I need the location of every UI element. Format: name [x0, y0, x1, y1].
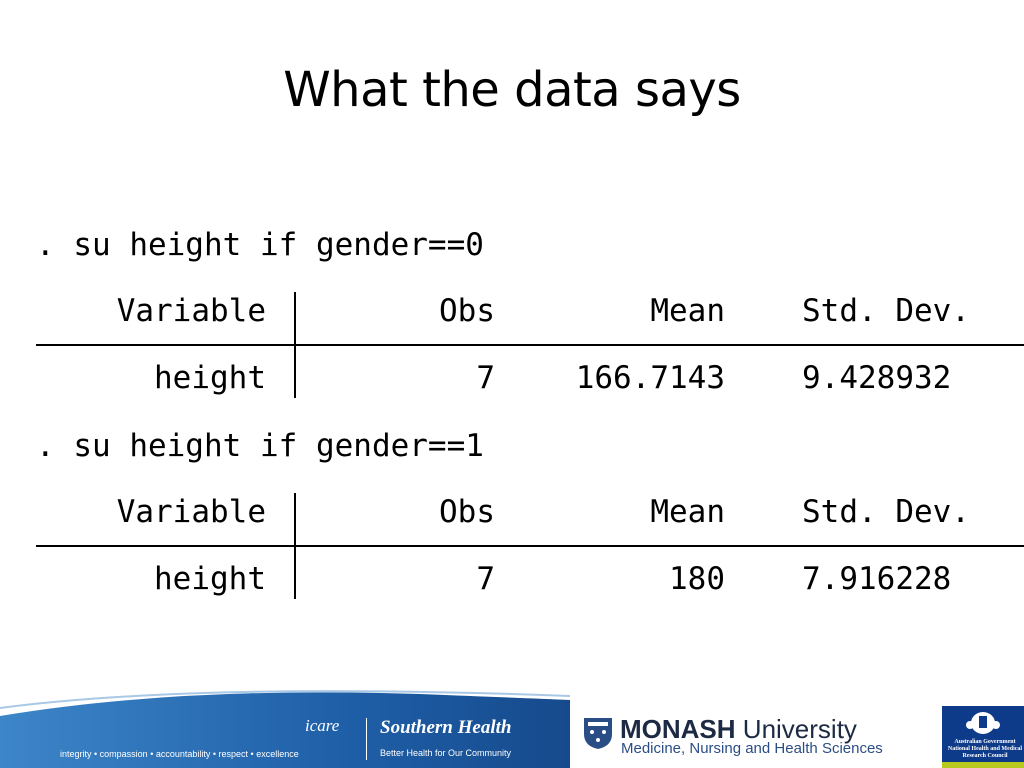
- monash-name-regular: University: [735, 714, 857, 744]
- monash-logo: MONASH University Medicine, Nursing and …: [572, 700, 940, 768]
- nhmrc-strip: [942, 762, 1024, 768]
- table-header-variable: Variable: [116, 494, 266, 530]
- southern-health-logo: Southern Health: [380, 717, 512, 738]
- monash-name-bold: MONASH: [620, 714, 736, 744]
- footer-divider: [366, 718, 367, 760]
- table-header-variable: Variable: [116, 293, 266, 329]
- table-row-sd: 9.428932: [802, 360, 952, 396]
- table-header-obs: Obs: [439, 494, 495, 530]
- table-row-obs: 7: [476, 360, 495, 396]
- southern-health-tagline: Better Health for Our Community: [380, 748, 512, 758]
- table-horizontal-rule: [36, 545, 1024, 547]
- gov-text: Australian Government National Health an…: [946, 739, 1024, 760]
- gov-line-1: Australian Government: [954, 739, 1016, 745]
- footer-values-line: integrity • compassion • accountability …: [60, 749, 299, 759]
- gov-line-2: National Health and Medical Research Cou…: [947, 746, 1023, 759]
- table-header-sd: Std. Dev.: [802, 494, 970, 530]
- coat-of-arms-icon: [966, 712, 1000, 734]
- australian-government-logo: Australian Government National Health an…: [942, 706, 1024, 768]
- table-horizontal-rule: [36, 344, 1024, 346]
- table-row-obs: 7: [476, 561, 495, 597]
- table-header-obs: Obs: [439, 293, 495, 329]
- table-row-variable: height: [154, 561, 266, 597]
- stata-command: . su height if gender==1: [36, 428, 484, 464]
- monash-crest-icon: [584, 718, 612, 749]
- table-row-mean: 166.7143: [575, 360, 725, 396]
- table-row-variable: height: [154, 360, 266, 396]
- stata-command: . su height if gender==0: [36, 227, 484, 263]
- table-row-sd: 7.916228: [802, 561, 952, 597]
- slide-title: What the data says: [283, 62, 741, 118]
- table-row-mean: 180: [669, 561, 725, 597]
- monash-university-name: MONASH University: [620, 714, 857, 745]
- footer-wave-graphic: [0, 690, 571, 768]
- icare-logo: icare: [305, 716, 340, 735]
- table-header-sd: Std. Dev.: [802, 293, 970, 329]
- footer-banner: [0, 686, 1024, 768]
- table-header-mean: Mean: [650, 293, 725, 329]
- monash-faculty: Medicine, Nursing and Health Sciences: [621, 740, 883, 757]
- table-header-mean: Mean: [650, 494, 725, 530]
